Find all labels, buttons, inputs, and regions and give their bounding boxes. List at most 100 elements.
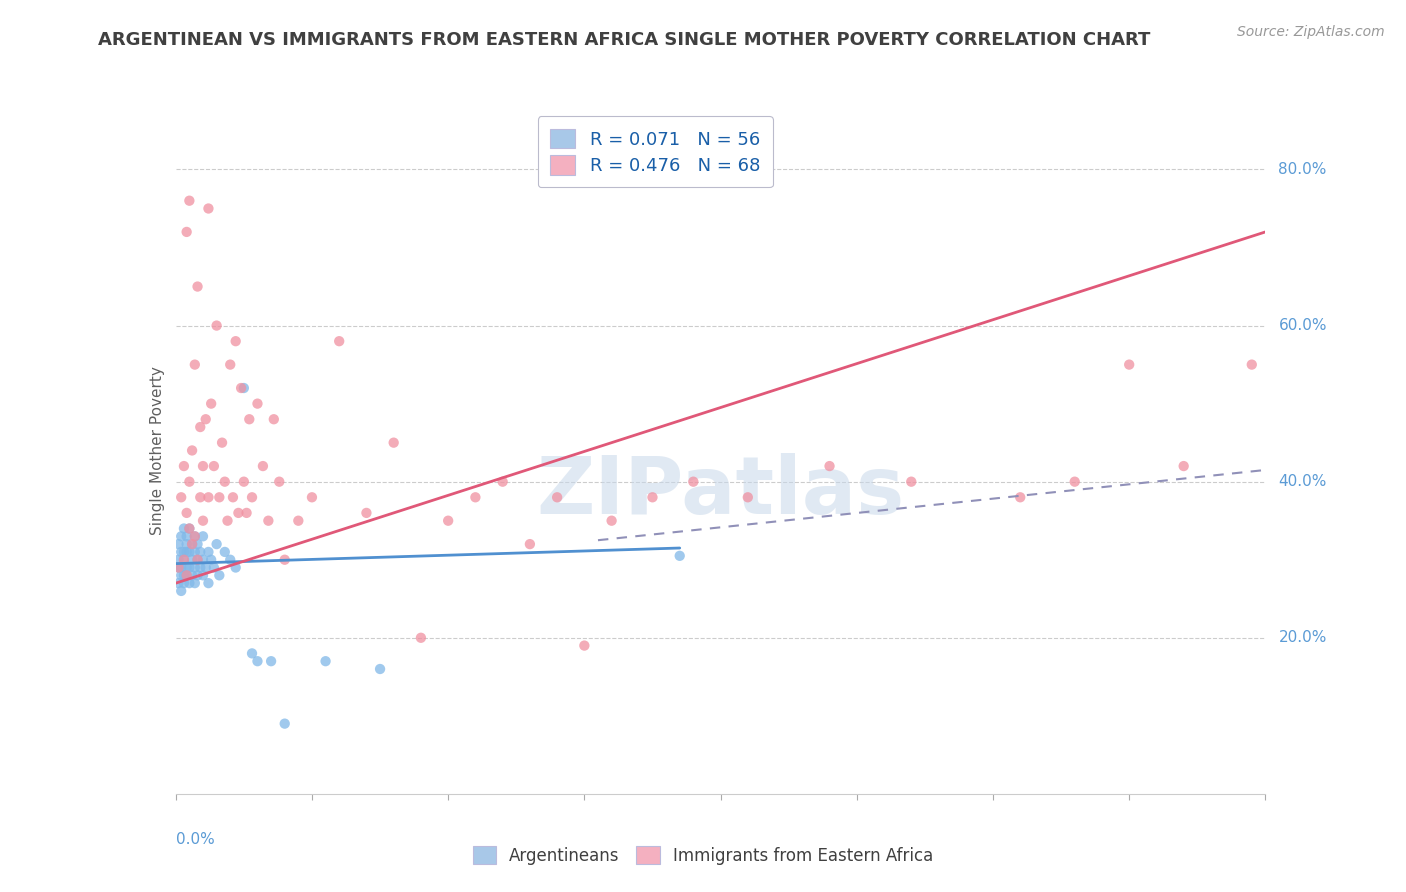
Point	[179, 560, 201, 574]
Point	[818, 458, 841, 473]
Point	[257, 514, 280, 528]
Point	[167, 560, 190, 574]
Point	[181, 537, 204, 551]
Point	[173, 521, 195, 535]
Point	[269, 475, 291, 489]
Point	[252, 458, 274, 473]
Y-axis label: Single Mother Poverty: Single Mother Poverty	[149, 366, 165, 535]
Point	[184, 529, 207, 543]
Point	[231, 381, 253, 395]
Point	[197, 490, 219, 504]
Point	[181, 443, 204, 458]
Point	[184, 576, 207, 591]
Point	[188, 420, 211, 434]
Point	[167, 537, 190, 551]
Point	[328, 334, 350, 348]
Point	[409, 631, 432, 645]
Point	[188, 560, 211, 574]
Point	[179, 545, 201, 559]
Point	[200, 552, 222, 567]
Point	[287, 514, 309, 528]
Point	[315, 654, 337, 668]
Point	[238, 412, 260, 426]
Point	[188, 545, 211, 559]
Point	[186, 537, 209, 551]
Legend: R = 0.071   N = 56, R = 0.476   N = 68: R = 0.071 N = 56, R = 0.476 N = 68	[537, 116, 773, 187]
Point	[181, 552, 204, 567]
Point	[170, 568, 193, 582]
Point	[260, 654, 283, 668]
Point	[179, 521, 201, 535]
Point	[228, 506, 250, 520]
Text: 20.0%: 20.0%	[1278, 631, 1327, 645]
Point	[181, 537, 204, 551]
Point	[225, 560, 247, 574]
Point	[246, 396, 269, 410]
Point	[900, 475, 922, 489]
Point	[167, 560, 190, 574]
Point	[1118, 358, 1140, 372]
Point	[222, 490, 245, 504]
Text: Source: ZipAtlas.com: Source: ZipAtlas.com	[1237, 25, 1385, 39]
Point	[176, 529, 198, 543]
Point	[200, 396, 222, 410]
Point	[184, 545, 207, 559]
Point	[1240, 358, 1263, 372]
Point	[208, 490, 231, 504]
Point	[197, 545, 219, 559]
Point	[167, 552, 190, 567]
Point	[217, 514, 239, 528]
Point	[641, 490, 664, 504]
Text: 40.0%: 40.0%	[1278, 475, 1327, 489]
Point	[219, 358, 242, 372]
Point	[173, 576, 195, 591]
Point	[205, 318, 228, 333]
Point	[179, 521, 201, 535]
Point	[191, 458, 214, 473]
Point	[176, 560, 198, 574]
Point	[197, 202, 219, 216]
Point	[1010, 490, 1032, 504]
Point	[205, 537, 228, 551]
Point	[214, 475, 236, 489]
Point	[356, 506, 378, 520]
Point	[574, 639, 596, 653]
Point	[167, 576, 190, 591]
Point	[170, 490, 193, 504]
Point	[274, 716, 297, 731]
Point	[1173, 458, 1195, 473]
Legend: Argentineans, Immigrants from Eastern Africa: Argentineans, Immigrants from Eastern Af…	[464, 838, 942, 873]
Point	[194, 560, 217, 574]
Point	[184, 358, 207, 372]
Point	[546, 490, 568, 504]
Text: ZIPatlas: ZIPatlas	[537, 452, 904, 531]
Point	[682, 475, 704, 489]
Point	[191, 514, 214, 528]
Text: ARGENTINEAN VS IMMIGRANTS FROM EASTERN AFRICA SINGLE MOTHER POVERTY CORRELATION : ARGENTINEAN VS IMMIGRANTS FROM EASTERN A…	[98, 31, 1150, 49]
Point	[170, 560, 193, 574]
Point	[382, 435, 405, 450]
Point	[173, 545, 195, 559]
Point	[186, 552, 209, 567]
Point	[173, 458, 195, 473]
Point	[191, 552, 214, 567]
Point	[668, 549, 690, 563]
Point	[188, 490, 211, 504]
Point	[176, 568, 198, 582]
Point	[235, 506, 257, 520]
Point	[1063, 475, 1085, 489]
Point	[173, 552, 195, 567]
Text: 0.0%: 0.0%	[176, 831, 215, 847]
Point	[437, 514, 460, 528]
Point	[232, 475, 254, 489]
Point	[179, 475, 201, 489]
Point	[173, 552, 195, 567]
Point	[173, 568, 195, 582]
Text: 60.0%: 60.0%	[1278, 318, 1327, 333]
Point	[194, 412, 217, 426]
Point	[191, 529, 214, 543]
Point	[214, 545, 236, 559]
Point	[246, 654, 269, 668]
Point	[179, 194, 201, 208]
Point	[301, 490, 323, 504]
